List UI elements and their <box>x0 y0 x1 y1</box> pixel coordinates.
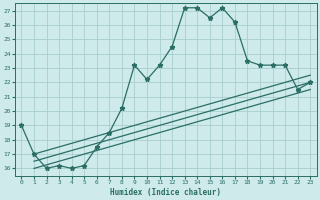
X-axis label: Humidex (Indice chaleur): Humidex (Indice chaleur) <box>110 188 221 197</box>
